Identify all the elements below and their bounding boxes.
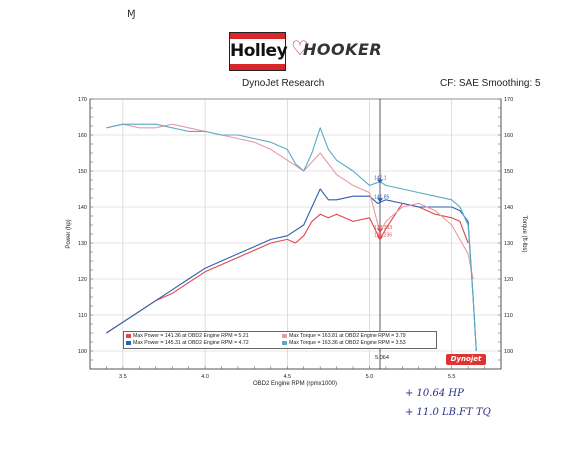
series-line-blue (106, 188, 477, 352)
hooker-logo-text: HOOKER (303, 40, 383, 59)
heart-icon: ♡ (291, 38, 309, 60)
cursor-marker (377, 236, 384, 241)
y-tick-label-left: 110 (78, 313, 87, 319)
legend-text: Max Power = 141.36 at OBD2 Engine RPM = … (133, 333, 249, 339)
legend-text: Max Torque = 163.36 at OBD2 Engine RPM =… (289, 340, 406, 346)
cursor-value-label: 133.393 (374, 225, 392, 231)
plot-area (89, 98, 502, 370)
cursor-value-label: 147.1 (374, 175, 387, 181)
y-tick-label-left: 140 (78, 205, 87, 211)
legend: Max Power = 141.36 at OBD2 Engine RPM = … (123, 331, 437, 349)
legend-item: Max Power = 145.31 at OBD2 Engine RPM = … (126, 340, 249, 346)
ink-mark: Ɱ (127, 9, 136, 20)
handwritten-hp-gain: + 10.64 HP (405, 388, 464, 399)
chart-header-title: DynoJet Research (242, 78, 325, 89)
legend-swatch (126, 340, 131, 345)
dynojet-logo: Dynojet (446, 354, 486, 365)
x-tick-label: 4.5 (283, 374, 291, 380)
y-tick-label-right: 120 (504, 277, 513, 283)
holley-logo-text: Holley (230, 41, 288, 61)
y-axis-label-left: Power (hp) (66, 219, 72, 248)
y-tick-label-left: 170 (78, 97, 87, 103)
y-tick-label-left: 160 (78, 133, 87, 139)
hooker-logo: ♡ HOOKER (291, 36, 382, 64)
chart-header-correction: CF: SAE Smoothing: 5 (440, 78, 541, 89)
y-tick-label-left: 150 (78, 169, 87, 175)
cursor-value-label: 131.236 (374, 233, 392, 239)
x-tick-label: 3.5 (119, 374, 127, 380)
y-tick-label-right: 150 (504, 169, 513, 175)
y-tick-label-right: 110 (504, 313, 513, 319)
y-ticks-right: 100 110 120 130 140 150 160 170 (498, 97, 513, 370)
series-line-lightblue (106, 123, 477, 352)
y-ticks-left: 100 110 120 130 140 150 160 170 (78, 97, 93, 370)
series-lines (106, 123, 477, 352)
holley-logo: Holley (229, 32, 288, 71)
cursor-rpm-label: 5.064 (375, 355, 389, 361)
y-tick-label-left: 130 (78, 241, 87, 247)
legend-item: Max Power = 141.36 at OBD2 Engine RPM = … (126, 333, 249, 339)
cursor-values: 147.1 141.85 133.393 131.236 (374, 175, 392, 241)
series-line-pink (106, 123, 474, 280)
legend-swatch (126, 333, 131, 338)
legend-item: Max Torque = 163.81 at OBD2 Engine RPM =… (282, 333, 406, 339)
cursor-marker (377, 228, 384, 233)
grid (90, 98, 501, 369)
legend-text: Max Power = 145.31 at OBD2 Engine RPM = … (133, 340, 249, 346)
x-ticks: 3.5 4.0 4.5 5.0 5.5 (89, 366, 502, 380)
y-tick-label-right: 140 (504, 205, 513, 211)
y-tick-label-right: 160 (504, 133, 513, 139)
y-tick-label-right: 170 (504, 97, 513, 103)
cursor-marker (377, 179, 384, 184)
legend-text: Max Torque = 163.81 at OBD2 Engine RPM =… (289, 333, 406, 339)
x-tick-label: 5.0 (366, 374, 374, 380)
cursor-marker (377, 198, 384, 203)
y-tick-label-left: 100 (78, 349, 87, 355)
cursor-value-label: 141.85 (374, 194, 390, 200)
legend-swatch (282, 333, 287, 338)
y-tick-label-right: 100 (504, 349, 513, 355)
handwritten-tq-gain: + 11.0 LB.FT TQ (405, 407, 491, 418)
x-tick-label: 4.0 (201, 374, 209, 380)
y-tick-label-left: 120 (78, 277, 87, 283)
legend-swatch (282, 340, 287, 345)
legend-item: Max Torque = 163.36 at OBD2 Engine RPM =… (282, 340, 406, 346)
y-tick-label-right: 130 (504, 241, 513, 247)
x-tick-label: 5.5 (448, 374, 456, 380)
y-axis-label-right: Torque (ft-lbs) (521, 215, 527, 252)
x-axis-label: OBD2 Engine RPM (rpmx1000) (253, 381, 337, 387)
